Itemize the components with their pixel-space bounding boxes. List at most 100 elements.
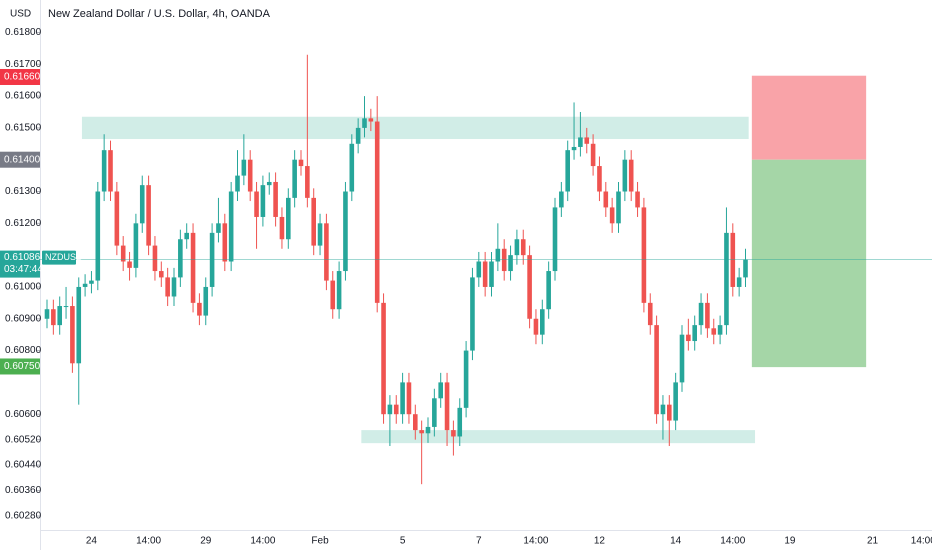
x-tick-label: 19 (784, 536, 796, 547)
candle-body (616, 191, 621, 224)
countdown: 03:47:44 (4, 264, 43, 275)
candle-body (559, 191, 564, 208)
candle-body (324, 223, 329, 281)
last-price-box (0, 250, 40, 278)
x-tick-label: 14:00 (250, 536, 275, 547)
candle-body (235, 175, 240, 192)
y-tick-label: 0.61300 (5, 186, 42, 197)
x-tick-label: 12 (594, 536, 606, 547)
candle-body (527, 255, 532, 319)
x-tick-label: 14:00 (911, 536, 932, 547)
x-tick-label: 14:00 (136, 536, 161, 547)
currency: USD (10, 9, 31, 20)
candle-body (146, 185, 151, 246)
y-tick-label: 0.60900 (5, 313, 42, 324)
candle-body (114, 191, 120, 246)
last-price-label: 0.61086 (4, 252, 41, 263)
candle-body (711, 328, 717, 335)
candle-body (463, 350, 469, 408)
candle-body (368, 118, 374, 122)
candle-body (76, 286, 82, 364)
candle-body (705, 302, 710, 329)
candle-body (254, 191, 259, 217)
price-label-box (0, 151, 40, 168)
candle-body (457, 407, 463, 437)
candle-body (546, 271, 551, 310)
price-label-box (0, 358, 40, 375)
y-tick-label: 0.60440 (5, 460, 42, 471)
candle-body (667, 404, 672, 421)
candle-body (686, 334, 691, 342)
y-tick-label: 0.60280 (5, 511, 42, 522)
x-tick-label: 14 (670, 536, 682, 547)
symbol-label: NZDUSD (45, 252, 83, 262)
candle-body (95, 191, 101, 281)
candle-body (730, 232, 736, 287)
candle-body (63, 306, 69, 308)
candle-body (387, 404, 393, 415)
y-tick-label: 0.61200 (5, 218, 42, 229)
candle-body (222, 223, 228, 262)
candle-body (139, 185, 145, 224)
candle-body (381, 302, 386, 415)
candle-body (590, 143, 596, 167)
candle-body (279, 216, 285, 240)
candle-body (127, 261, 132, 268)
candle-body (654, 325, 659, 415)
candle-body (343, 191, 348, 272)
symbol-box (42, 250, 76, 265)
candle-body (438, 382, 443, 399)
candle-body (552, 207, 558, 272)
y-tick-label: 0.60520 (5, 434, 42, 445)
candle-body (152, 245, 158, 272)
candle-body (260, 185, 266, 217)
candle-body (57, 306, 62, 326)
candle-body (266, 181, 272, 186)
candle-body (520, 239, 526, 256)
candle-body (482, 261, 488, 287)
candle-body (432, 398, 437, 427)
candle-body (533, 318, 539, 335)
candle-body (578, 137, 583, 147)
candle-body (108, 150, 113, 192)
y-tick-label: 0.61700 (5, 59, 42, 70)
candle-body (247, 159, 253, 192)
candle-body (451, 430, 456, 437)
candle-body (425, 426, 431, 434)
candle-body (508, 255, 513, 272)
candle-body (393, 404, 399, 415)
candle-body (178, 239, 183, 278)
candle-body (190, 232, 196, 303)
candle-body (355, 127, 361, 144)
price-label: 0.60750 (4, 361, 41, 372)
candle-body (635, 191, 640, 208)
candle-body (413, 414, 418, 431)
candle-body (673, 382, 678, 421)
candle-body (622, 159, 628, 192)
candle-body (89, 280, 94, 284)
candle-body (476, 261, 482, 278)
candle-body (82, 283, 88, 287)
candle-body (362, 118, 367, 128)
candle-body (489, 261, 494, 287)
candle-body (305, 166, 310, 198)
candle-body (286, 197, 291, 240)
price-label-box (0, 68, 40, 85)
candle-body (336, 271, 342, 310)
candle-body (679, 334, 685, 383)
candle-body (540, 309, 545, 335)
candle-body (51, 309, 56, 326)
candle-body (628, 159, 634, 192)
candle-body (736, 277, 742, 287)
candle-body (216, 223, 221, 233)
zone (81, 116, 749, 140)
candle-body (374, 121, 380, 303)
candle-body (209, 232, 215, 287)
candle-body (298, 159, 304, 167)
candle-body (311, 197, 316, 246)
candle-body (70, 306, 75, 364)
y-tick-label: 0.60600 (5, 409, 42, 420)
candle-body (501, 248, 507, 272)
candle-body (641, 207, 647, 303)
